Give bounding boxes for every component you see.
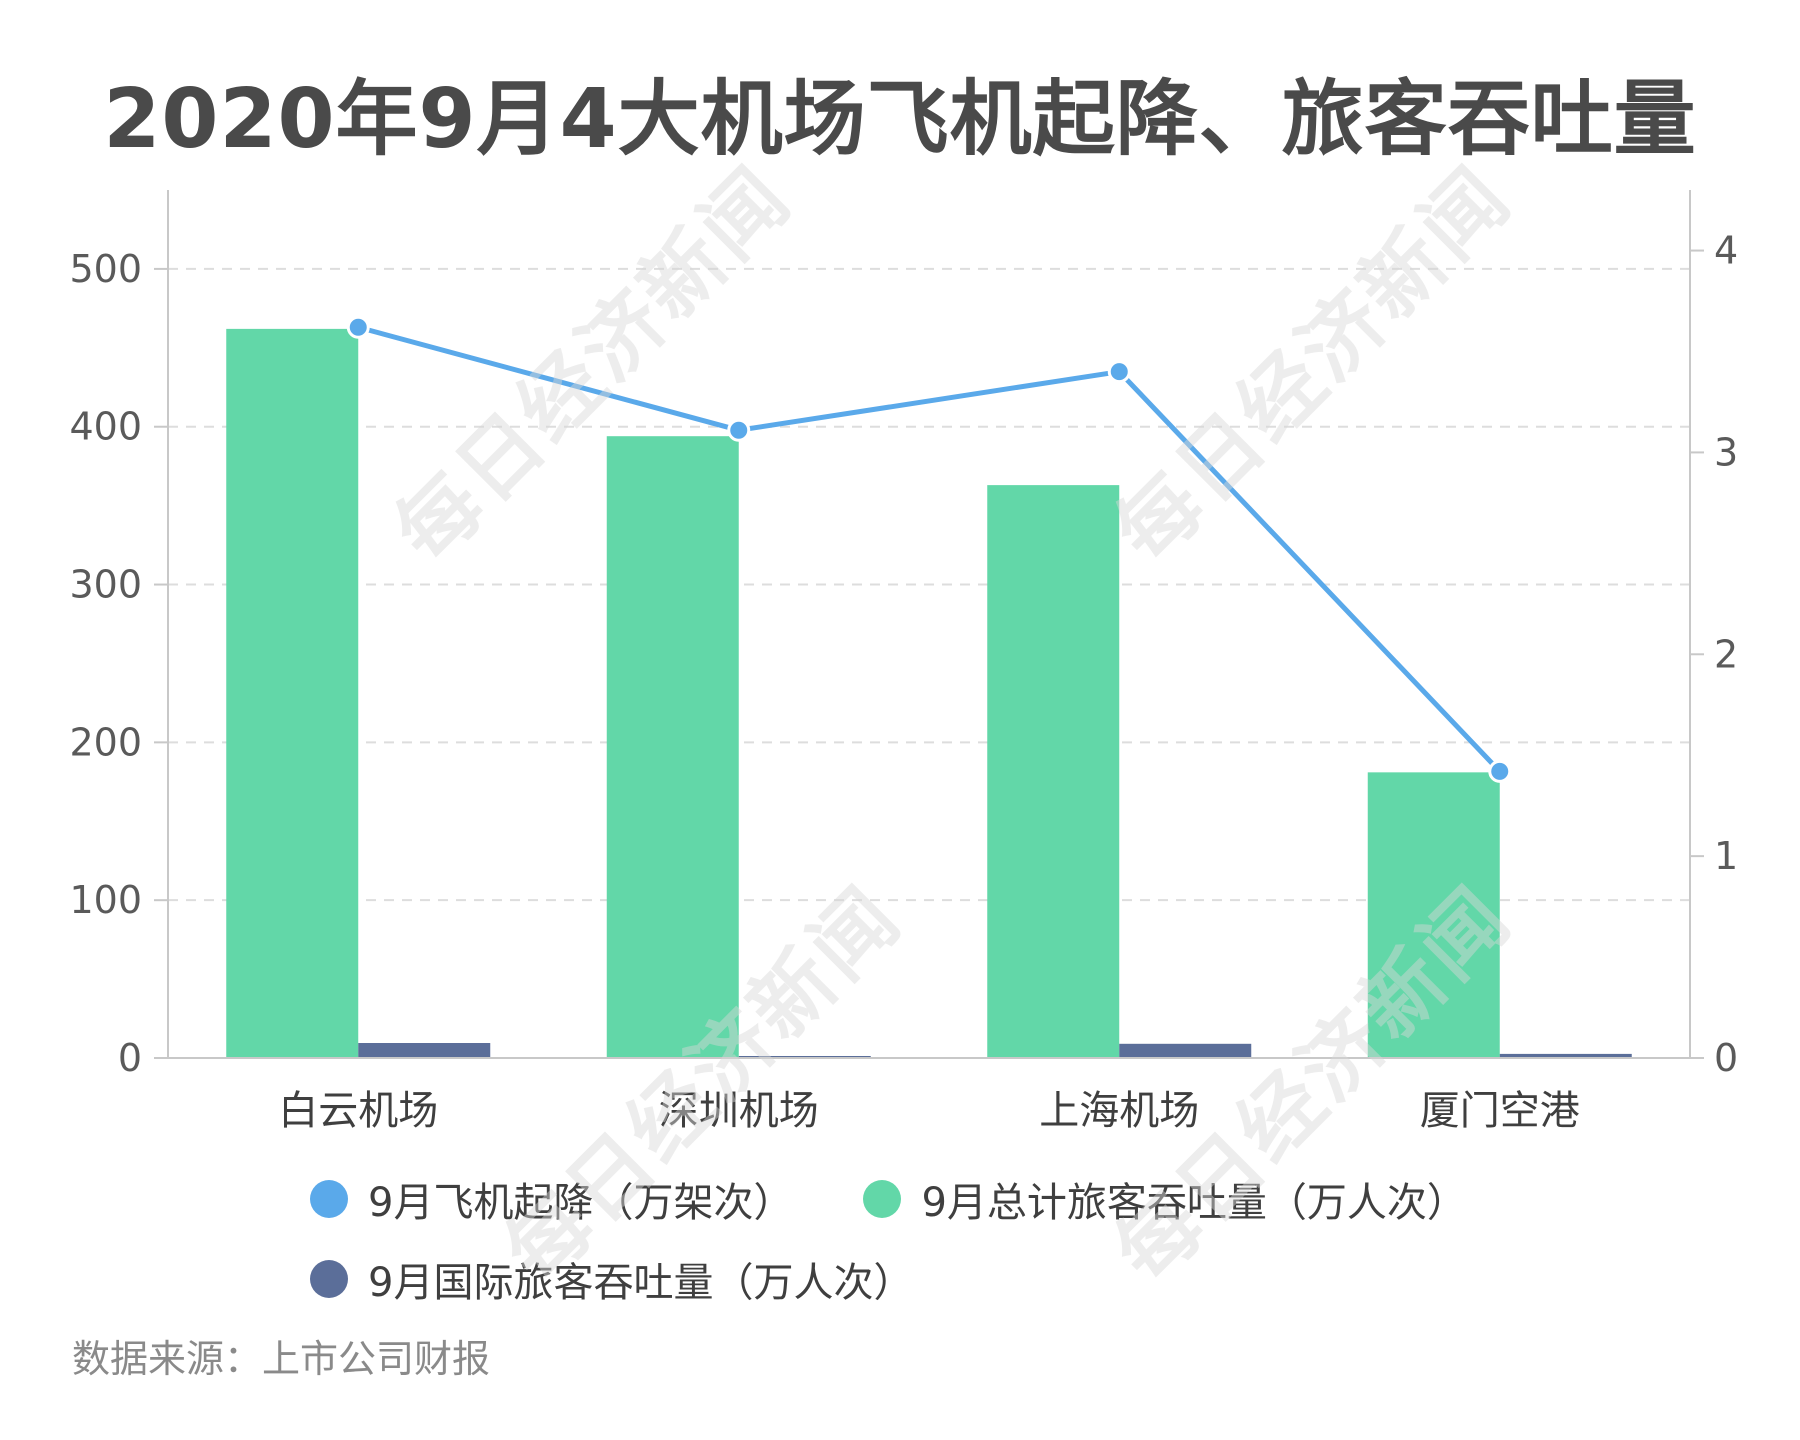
left-tick-label: 200	[69, 720, 142, 764]
left-tick-label: 100	[69, 878, 142, 922]
left-tick-label: 300	[69, 563, 142, 607]
chart-title: 2020年9月4大机场飞机起降、旅客吞吐量	[103, 72, 1697, 167]
flights-point	[727, 418, 751, 442]
flights-point	[346, 315, 370, 339]
category-label: 厦门空港	[1420, 1088, 1580, 1134]
bar-total-passengers	[226, 328, 359, 1058]
right-tick-label: 2	[1714, 632, 1738, 676]
left-tick-label: 500	[69, 247, 142, 291]
bar-total-passengers	[1367, 772, 1500, 1058]
legend-label-total-passengers: 9月总计旅客吞吐量（万人次）	[921, 1180, 1467, 1226]
bar-intl-passengers	[358, 1043, 491, 1058]
left-tick-label: 400	[69, 405, 142, 449]
axes	[167, 190, 1691, 1059]
data-source-note: 数据来源：上市公司财报	[72, 1337, 491, 1381]
category-label: 白云机场	[278, 1088, 438, 1134]
flights-point	[1107, 360, 1131, 384]
bar-intl-passengers	[1119, 1043, 1252, 1058]
category-label: 深圳机场	[659, 1088, 819, 1134]
legend-label-intl-passengers: 9月国际旅客吞吐量（万人次）	[368, 1260, 914, 1306]
legend: 9月飞机起降（万架次） 9月总计旅客吞吐量（万人次） 9月国际旅客吞吐量（万人次…	[310, 1170, 1690, 1308]
right-tick-label: 1	[1714, 834, 1738, 878]
category-label: 上海机场	[1039, 1088, 1199, 1134]
flights-line-path	[357, 324, 1502, 774]
legend-swatch-intl-passengers	[310, 1260, 348, 1298]
legend-swatch-total-passengers	[863, 1180, 902, 1218]
bar-intl-passengers	[1499, 1053, 1632, 1058]
bar-total-passengers	[987, 485, 1120, 1058]
legend-label-flights: 9月飞机起降（万架次）	[368, 1180, 794, 1226]
right-tick-label: 4	[1714, 229, 1738, 273]
flights-line	[346, 315, 1512, 783]
legend-swatch-flights	[310, 1180, 348, 1218]
right-tick-label: 0	[1714, 1036, 1738, 1080]
bars	[226, 328, 1632, 1058]
legend-item-intl-passengers: 9月国际旅客吞吐量（万人次）	[310, 1250, 913, 1308]
legend-item-flights: 9月飞机起降（万架次）	[310, 1170, 793, 1228]
bar-total-passengers	[606, 436, 739, 1058]
right-tick-label: 3	[1714, 430, 1738, 474]
flights-point	[1488, 759, 1512, 783]
legend-item-total-passengers: 9月总计旅客吞吐量（万人次）	[863, 1170, 1467, 1228]
axis-labels: 0 100 200 300 400 500 0 1 2 3 4 白云机场 深圳机场 上海机场 厦门空港	[69, 229, 1738, 1134]
left-tick-label: 0	[118, 1036, 142, 1080]
